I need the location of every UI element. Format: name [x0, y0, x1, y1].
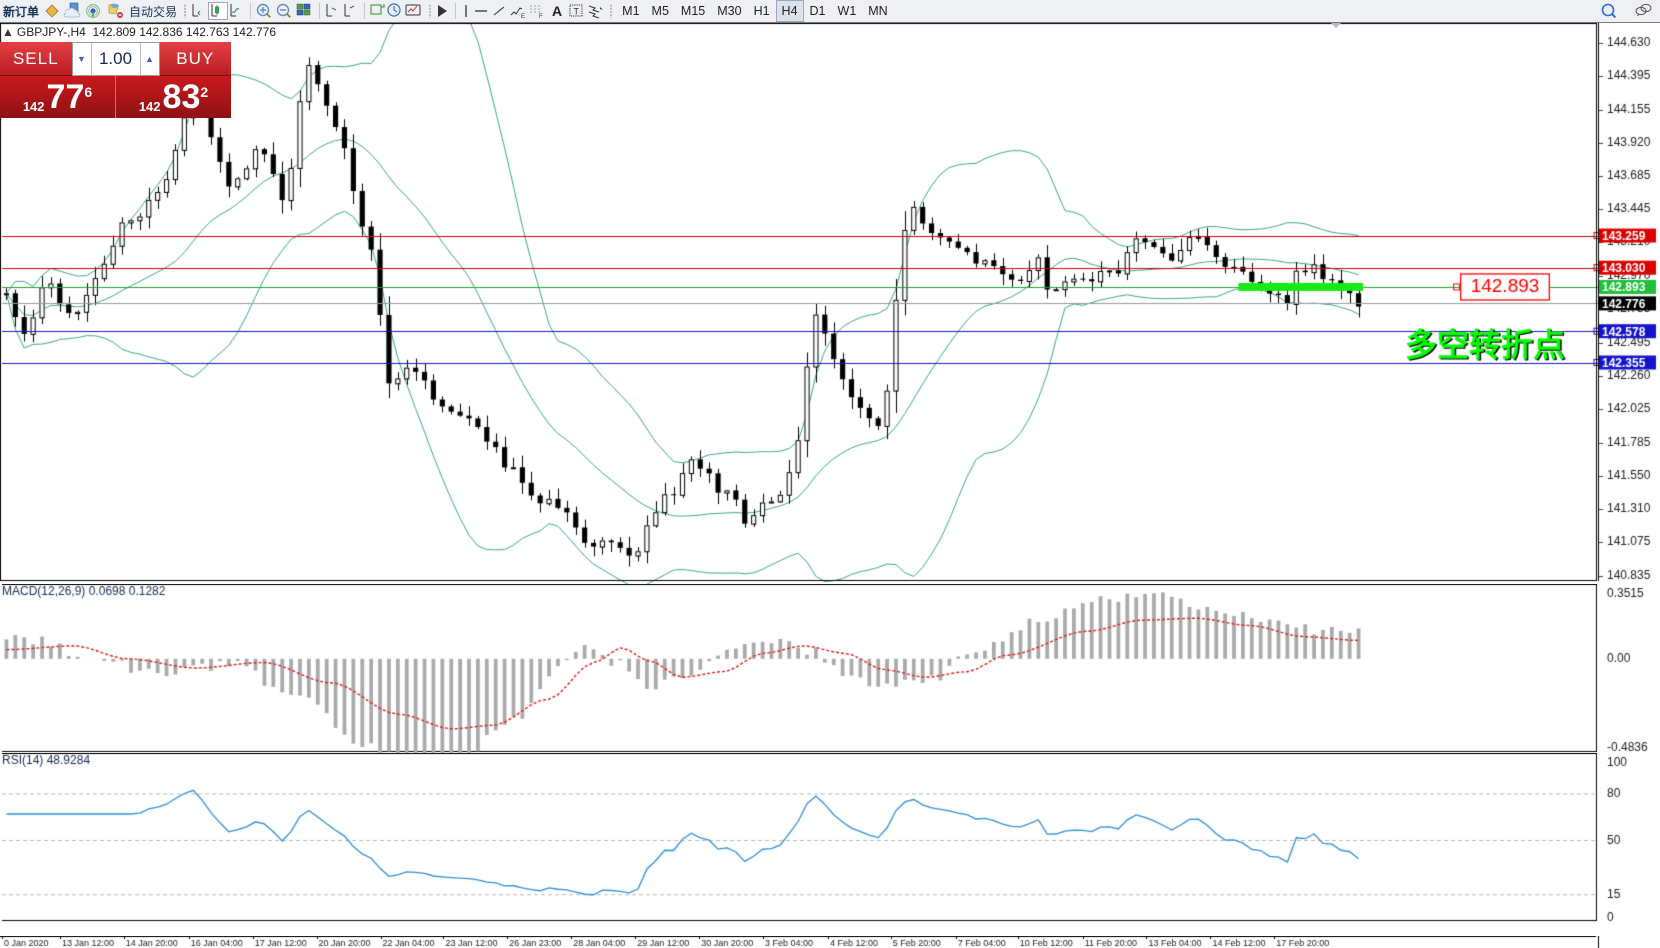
svg-text:F: F — [539, 14, 543, 19]
svg-text:T: T — [574, 7, 580, 17]
svg-text:E: E — [521, 14, 525, 19]
